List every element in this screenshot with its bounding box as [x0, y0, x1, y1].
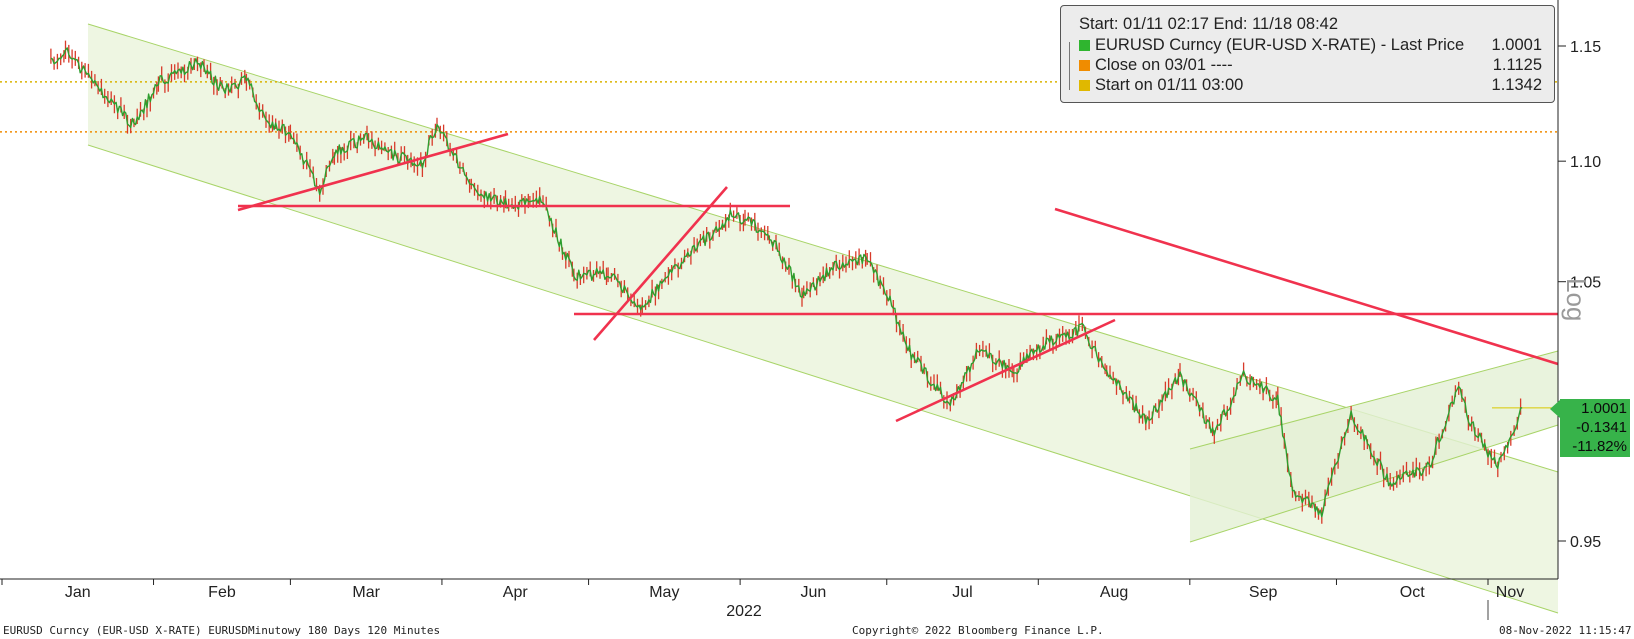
channel-upper-line	[87, 23, 1559, 473]
channel-band-main	[88, 24, 1558, 613]
legend-value-last-price: 1.0001	[1491, 36, 1542, 54]
x-year-label: 2022	[726, 603, 762, 620]
legend-swatch-last-price	[1079, 40, 1090, 51]
footer-copyright: Copyright© 2022 Bloomberg Finance L.P.	[852, 624, 1104, 637]
trend-channel	[87, 23, 1559, 614]
log-scale-label: Log	[1561, 278, 1591, 322]
x-tick-label: Jan	[65, 584, 91, 601]
x-tick-label: May	[649, 584, 679, 601]
x-tick-label: Feb	[208, 584, 236, 601]
y-tick-label: 0.95	[1570, 534, 1601, 551]
x-tick-label: Aug	[1100, 584, 1128, 601]
legend-row-close: Close on 03/01 ---- 1.1125	[1079, 55, 1542, 75]
price-series	[50, 40, 1523, 524]
channel-band-rising	[1190, 351, 1558, 542]
legend-row-start: Start on 01/11 03:00 1.1342	[1079, 75, 1542, 95]
legend-label-close: Close on 03/01 ----	[1095, 56, 1233, 74]
y-tick-label: 1.05	[1570, 275, 1601, 292]
legend-swatch-close	[1079, 60, 1090, 71]
rising-channel-lower-line	[1189, 424, 1559, 543]
x-tick-label: Nov	[1496, 584, 1524, 601]
x-tick-label: Oct	[1400, 584, 1425, 601]
x-tick-label: Mar	[352, 584, 380, 601]
trendlines	[237, 132, 1559, 423]
footer-timestamp: 08-Nov-2022 11:15:47	[1499, 624, 1632, 637]
last-price-value: 1.0001	[1581, 400, 1627, 417]
x-tick-label: Jul	[952, 584, 972, 601]
last-price-tag: 1.0001 -0.1341 -11.82%	[1550, 399, 1630, 457]
legend-value-close: 1.1125	[1492, 56, 1542, 74]
footer-description: EURUSD Curncy (EUR-USD X-RATE) EURUSDMin…	[3, 624, 441, 637]
legend-value-start: 1.1342	[1491, 76, 1542, 94]
trendline-rising-jul	[895, 318, 1116, 423]
channel-lower-line	[87, 144, 1559, 614]
legend-row-last-price: EURUSD Curncy (EUR-USD X-RATE) - Last Pr…	[1079, 35, 1542, 55]
legend-header: Start: 01/11 02:17 End: 11/18 08:42	[1079, 15, 1339, 33]
legend-swatch-start	[1079, 80, 1090, 91]
y-tick-label: 1.15	[1570, 39, 1601, 56]
x-tick-label: Sep	[1249, 584, 1278, 601]
legend[interactable]: Start: 01/11 02:17 End: 11/18 08:42 EURU…	[1060, 5, 1555, 103]
pct-change-value: -11.82%	[1572, 438, 1627, 455]
legend-tree-line	[1069, 42, 1078, 90]
y-tick-label: 1.10	[1570, 154, 1601, 171]
net-change-value: -0.1341	[1576, 419, 1627, 436]
trendline-support-mar	[237, 132, 509, 212]
reference-lines	[0, 81, 1558, 409]
legend-label-start: Start on 01/11 03:00	[1095, 76, 1244, 94]
x-tick-label: Apr	[503, 584, 529, 601]
rising-channel-upper-line	[1189, 350, 1559, 450]
price-line	[50, 47, 1523, 518]
trendline-falling-aug	[1054, 207, 1559, 366]
x-tick-label: Jun	[801, 584, 827, 601]
legend-label-last-price: EURUSD Curncy (EUR-USD X-RATE) - Last Pr…	[1095, 36, 1465, 54]
